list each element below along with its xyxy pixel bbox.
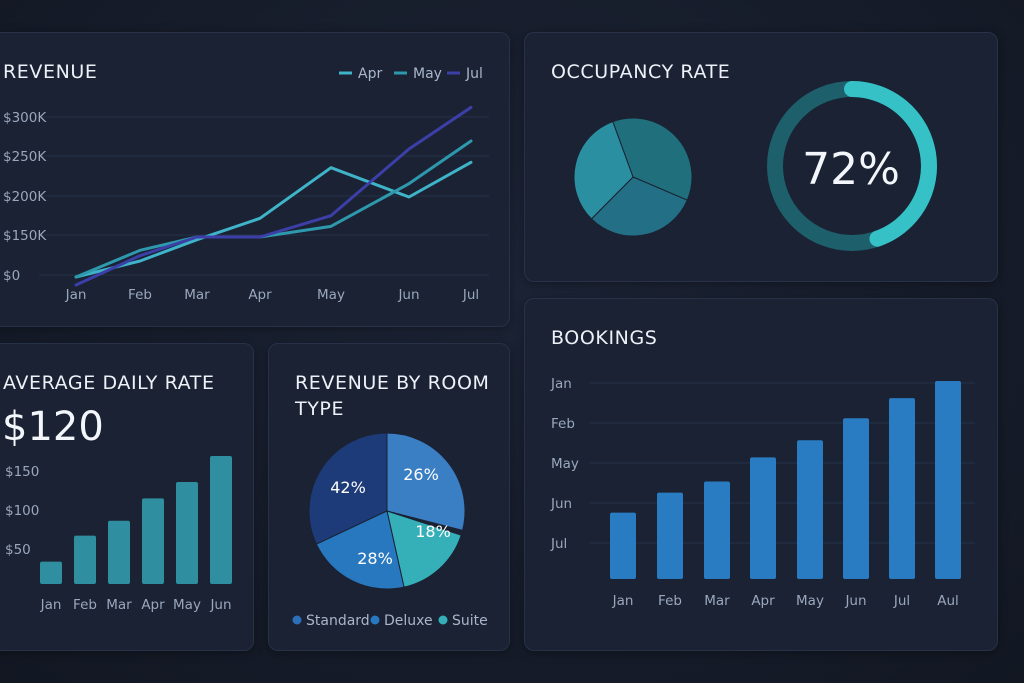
revenue-legend-label: Apr [358, 66, 382, 82]
adr-y-tick: $50 [5, 542, 31, 558]
room-pie-label: 26% [403, 465, 439, 484]
bookings-y-label: Jan [550, 376, 572, 392]
adr-bar [142, 498, 164, 584]
bookings-bar [935, 381, 961, 579]
room-type-card: REVENUE BY ROOM TYPE 42% 26% 18% 28% Standa… [268, 343, 510, 651]
adr-bar [108, 520, 130, 584]
room-type-title-line1: REVENUE BY ROOM [295, 372, 490, 394]
bookings-title: BOOKINGS [551, 327, 658, 349]
occupancy-pie-slice [573, 120, 634, 220]
revenue-x-tick: Jun [397, 287, 419, 303]
room-legend-label: Suite [452, 613, 488, 629]
bookings-bar [889, 398, 915, 579]
revenue-y-tick: $200K [3, 189, 47, 205]
bookings-y-label: Feb [551, 416, 575, 432]
room-legend-label: Deluxe [384, 613, 433, 629]
occupancy-card: OCCUPANCY RATE 72% [524, 32, 998, 282]
bookings-bar [750, 457, 776, 579]
room-pie-label: 28% [357, 549, 393, 568]
bookings-x-tick: Jul [893, 593, 910, 609]
occupancy-title: OCCUPANCY RATE [551, 61, 731, 83]
adr-bar [74, 535, 96, 584]
adr-x-tick: Feb [73, 597, 97, 613]
revenue-x-tick: Feb [128, 287, 152, 303]
adr-title: AVERAGE DAILY RATE [3, 372, 215, 394]
occupancy-pie-slice [590, 176, 688, 237]
adr-x-tick: Jan [40, 597, 62, 613]
adr-x-tick: Mar [106, 597, 132, 613]
bookings-bar [704, 481, 730, 579]
revenue-y-tick: $0 [3, 268, 20, 284]
bookings-x-tick: Jun [844, 593, 866, 609]
revenue-legend-label: Jul [465, 66, 483, 82]
occupancy-chart: 72% [573, 81, 937, 251]
bookings-bar [657, 492, 683, 579]
gauge-value: 72% [802, 144, 900, 195]
bookings-bar [797, 440, 823, 579]
adr-card: AVERAGE DAILY RATE $120 $150 $100 $50 Jan F… [0, 343, 254, 651]
adr-y-tick: $100 [5, 503, 39, 519]
revenue-y-tick: $300K [3, 110, 47, 126]
bookings-y-label: Jul [550, 536, 567, 552]
room-legend-dot [292, 615, 302, 625]
room-legend-dot [438, 615, 448, 625]
revenue-series-line [74, 160, 473, 279]
adr-x-tick: Jun [209, 597, 231, 613]
adr-bar [210, 455, 232, 584]
bookings-x-tick: May [796, 593, 824, 609]
gauge-fill [844, 81, 937, 247]
adr-value: $120 [2, 404, 104, 450]
bookings-x-tick: Jan [612, 593, 634, 609]
adr-x-tick: Apr [141, 597, 165, 613]
revenue-x-tick: Jul [462, 287, 479, 303]
room-pie-slice [386, 432, 466, 532]
revenue-x-tick: May [317, 287, 345, 303]
bookings-bar [843, 418, 869, 579]
bookings-x-tick: Mar [704, 593, 730, 609]
room-legend-label: Standard [306, 613, 370, 629]
bookings-card: BOOKINGS Jan Feb May Jun Jul Jan Feb Mar Apr May… [524, 298, 998, 651]
bookings-chart: Jan Feb May Jun Jul Jan Feb Mar Apr May Jun Jul Aul [550, 376, 975, 609]
bookings-y-label: Jun [550, 496, 572, 512]
revenue-x-tick: Apr [248, 287, 272, 303]
bookings-y-label: May [551, 456, 579, 472]
revenue-y-tick: $250K [3, 149, 47, 165]
room-type-title-line2: TYPE [295, 398, 345, 420]
adr-bar [40, 561, 62, 584]
room-type-chart: 42% 26% 18% 28% Standard Deluxe Suite [292, 432, 488, 629]
adr-y-tick: $150 [5, 464, 39, 480]
adr-bar [176, 482, 198, 584]
bookings-x-tick: Apr [751, 593, 775, 609]
bookings-x-tick: Aul [937, 593, 959, 609]
room-pie-slice [315, 510, 405, 590]
revenue-y-tick: $150K [3, 228, 47, 244]
revenue-x-tick: Jan [65, 287, 87, 303]
adr-chart: $150 $100 $50 Jan Feb Mar Apr May Jun [5, 455, 232, 613]
revenue-title: REVENUE [3, 61, 98, 83]
room-pie-label: 42% [330, 478, 366, 497]
room-legend-dot [370, 615, 380, 625]
room-pie-slice [308, 432, 388, 545]
revenue-series-line [74, 105, 473, 287]
occupancy-pie-slice [612, 117, 693, 201]
revenue-legend-label: May [413, 66, 442, 82]
bookings-bar [610, 512, 636, 579]
revenue-chart: Apr May Jul $300K $250K $200K $150K $0 Jan Feb M… [3, 66, 489, 303]
room-pie-slice [386, 510, 462, 588]
revenue-card: REVENUE Apr May Jul $300K $250K $200K $150K $0… [0, 32, 510, 327]
revenue-x-tick: Mar [184, 287, 210, 303]
room-pie-label: 18% [415, 522, 451, 541]
adr-x-tick: May [173, 597, 201, 613]
bookings-x-tick: Feb [658, 593, 682, 609]
